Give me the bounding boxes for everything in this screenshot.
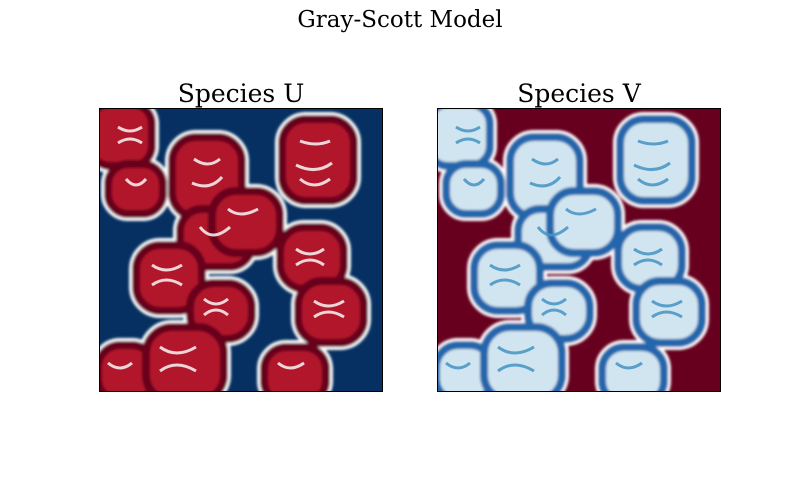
species-v-title: Species V xyxy=(517,79,641,108)
figure-title: Gray-Scott Model xyxy=(297,7,503,33)
species-u-field xyxy=(99,108,383,392)
species-u-panel: Species U xyxy=(99,72,383,392)
species-u-title: Species U xyxy=(177,79,305,108)
species-v-panel: Species V xyxy=(437,72,721,392)
species-v-field xyxy=(437,108,721,392)
